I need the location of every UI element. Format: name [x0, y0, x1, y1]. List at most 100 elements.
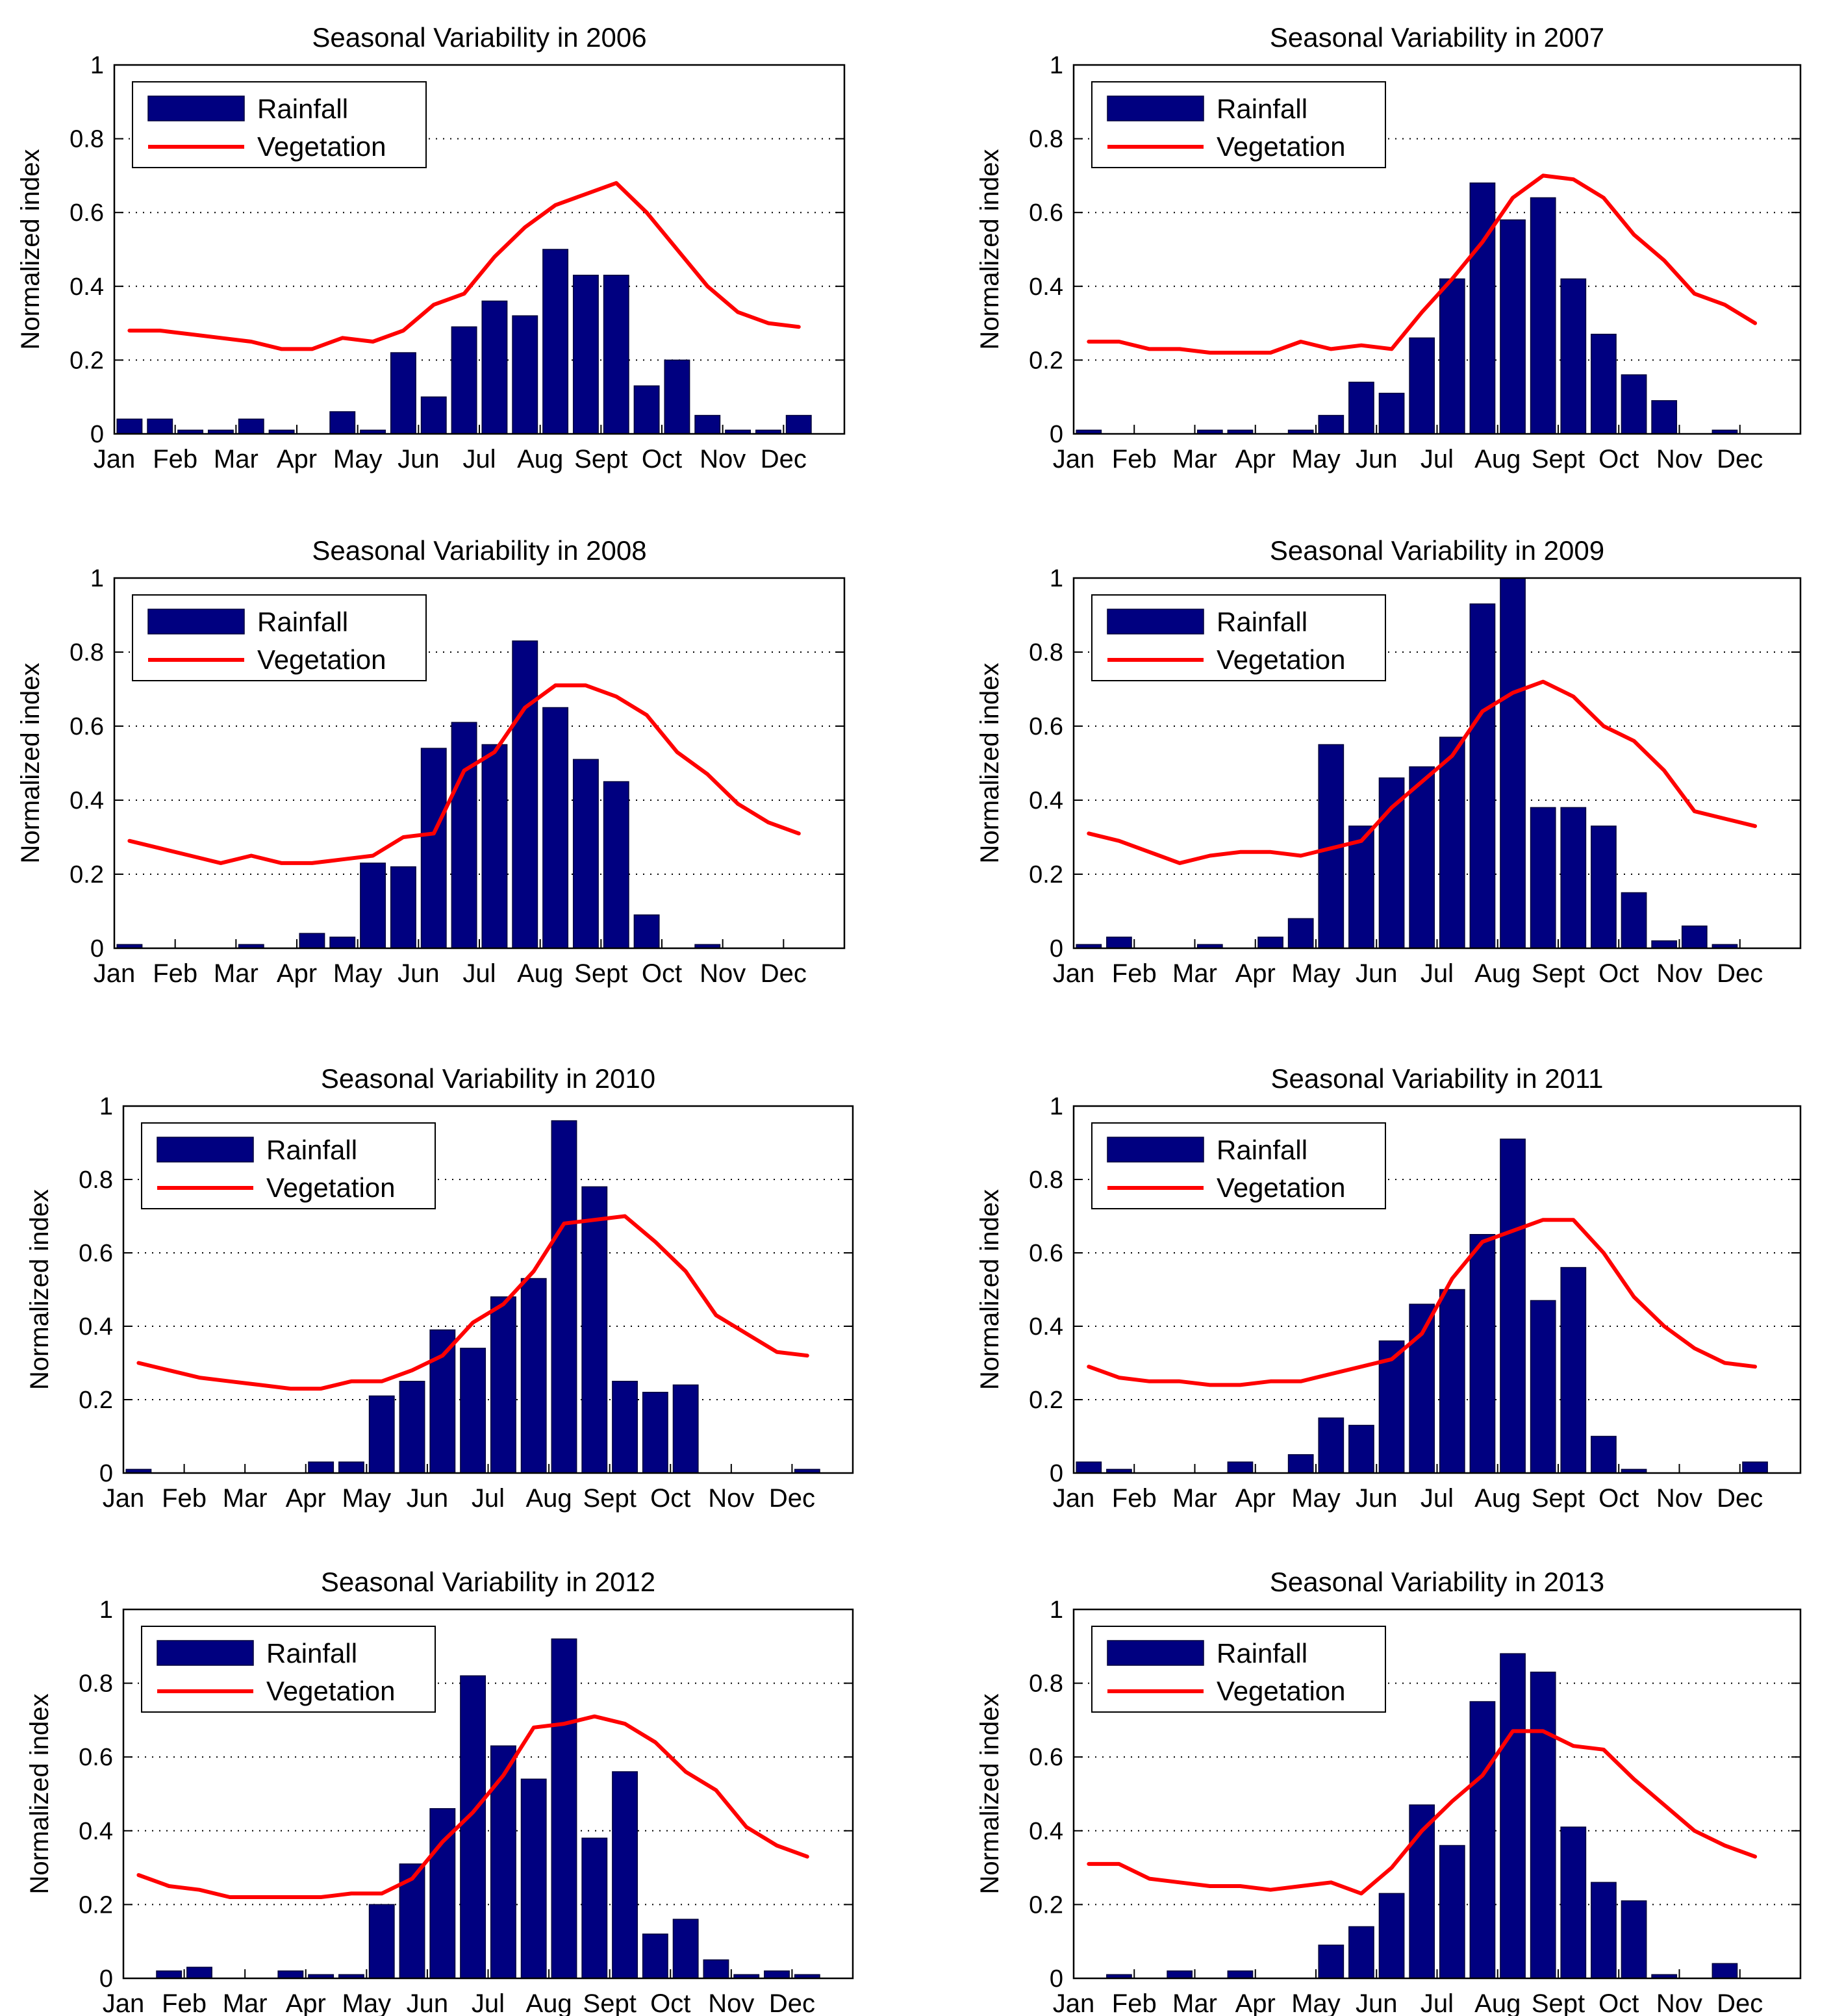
rainfall-bar — [460, 1675, 486, 1979]
x-tick-label: Apr — [286, 1989, 326, 2016]
x-tick-label: Jan — [94, 959, 136, 988]
x-tick-label: Oct — [642, 959, 682, 988]
y-tick-label: 0.2 — [69, 861, 104, 888]
legend-rainfall-swatch — [1107, 1640, 1204, 1666]
rainfall-bar — [490, 1296, 516, 1474]
y-tick-label: 0.2 — [1029, 347, 1063, 374]
rainfall-bar — [1560, 278, 1587, 435]
x-tick-label: Jun — [1356, 445, 1398, 473]
x-tick-label: Jul — [462, 959, 496, 988]
x-tick-label: Apr — [1235, 445, 1276, 473]
x-tick-label: Dec — [769, 1989, 815, 2016]
rainfall-bar — [1167, 1970, 1193, 1979]
rainfall-bar — [1257, 937, 1283, 949]
x-tick-label: Feb — [1112, 1989, 1157, 2016]
y-axis-label: Normalized index — [976, 662, 1004, 863]
rainfall-bar — [451, 326, 477, 435]
y-tick-label: 0.8 — [1029, 1166, 1063, 1194]
y-tick-label: 0.4 — [69, 273, 104, 301]
x-tick-label: May — [333, 445, 383, 473]
x-tick-label: Jul — [462, 445, 496, 473]
x-tick-label: Dec — [761, 445, 807, 473]
rainfall-bar — [551, 1638, 577, 1979]
x-tick-label: May — [333, 959, 383, 988]
rainfall-bar — [612, 1381, 638, 1474]
rainfall-bar — [1378, 777, 1405, 949]
legend-vegetation-label: Vegetation — [1217, 1676, 1346, 1706]
legend-rainfall-swatch — [1107, 1137, 1204, 1163]
x-tick-label: Jun — [407, 1989, 449, 2016]
rainfall-bar — [1681, 926, 1708, 949]
y-tick-label: 0.8 — [1029, 1670, 1063, 1698]
chart-title: Seasonal Variability in 2011 — [1270, 1063, 1603, 1094]
x-tick-label: Jul — [472, 1989, 505, 2016]
rainfall-bar — [1530, 807, 1556, 949]
rainfall-bar — [1227, 1461, 1254, 1474]
rainfall-bar — [1560, 807, 1587, 949]
x-tick-label: Sept — [583, 1989, 637, 2016]
x-tick-label: Jan — [1053, 1989, 1095, 2016]
legend-vegetation-label: Vegetation — [1217, 1172, 1346, 1203]
x-tick-label: Nov — [1656, 959, 1702, 988]
x-tick-label: Jan — [94, 445, 136, 473]
x-tick-label: Mar — [214, 445, 259, 473]
x-tick-label: Nov — [708, 1989, 754, 2016]
x-tick-label: Mar — [1172, 959, 1217, 988]
rainfall-bar — [1591, 825, 1617, 949]
rainfall-bar — [390, 352, 416, 435]
y-tick-label: 0.6 — [1029, 1744, 1063, 1771]
x-tick-label: May — [1291, 1989, 1341, 2016]
x-tick-label: Apr — [277, 959, 317, 988]
legend-rainfall-label: Rainfall — [1217, 607, 1307, 637]
x-tick-label: Feb — [153, 445, 197, 473]
rainfall-bar — [299, 933, 325, 949]
rainfall-bar — [1076, 1461, 1102, 1474]
y-tick-label: 0.4 — [1029, 1818, 1063, 1845]
x-tick-label: Feb — [1112, 1484, 1157, 1513]
rainfall-bar — [368, 1904, 395, 1979]
x-tick-label: May — [342, 1484, 392, 1513]
legend-rainfall-label: Rainfall — [266, 1135, 357, 1165]
legend-rainfall-swatch — [147, 95, 245, 121]
x-tick-label: Jan — [1053, 445, 1095, 473]
y-tick-label: 1 — [90, 52, 104, 79]
legend-vegetation-label: Vegetation — [266, 1676, 396, 1706]
x-tick-label: Dec — [769, 1484, 815, 1513]
chart-title: Seasonal Variability in 2009 — [1270, 535, 1604, 566]
legend-vegetation-label: Vegetation — [266, 1172, 396, 1203]
y-tick-label: 0.4 — [69, 787, 104, 814]
x-tick-label: Sept — [574, 959, 627, 988]
x-tick-label: Aug — [1474, 1484, 1521, 1513]
rainfall-bar — [156, 1970, 183, 1979]
x-tick-label: Aug — [1474, 959, 1521, 988]
x-tick-label: Jun — [398, 445, 440, 473]
y-tick-label: 0 — [99, 1460, 113, 1487]
x-tick-label: Jan — [1053, 959, 1095, 988]
y-tick-label: 0.6 — [1029, 713, 1063, 740]
rainfall-bar — [1439, 737, 1465, 949]
rainfall-bar — [329, 411, 356, 435]
rainfall-bar — [672, 1384, 699, 1474]
x-tick-label: Jan — [103, 1989, 145, 2016]
chart-title: Seasonal Variability in 2013 — [1270, 1567, 1604, 1597]
legend-rainfall-swatch — [157, 1137, 254, 1163]
x-tick-label: Nov — [708, 1484, 754, 1513]
y-tick-label: 0.2 — [1029, 1387, 1063, 1414]
y-tick-label: 1 — [1050, 1093, 1063, 1120]
legend-rainfall-label: Rainfall — [266, 1638, 357, 1669]
rainfall-bar — [1439, 1845, 1465, 1979]
y-axis-label: Normalized index — [976, 149, 1004, 349]
chart-panel-1: 0 0.2 0.4 0.6 0.8 1 Jan Feb Mar Apr May Jun Jul Aug Se… — [976, 22, 1802, 473]
rainfall-bar — [420, 396, 447, 435]
rainfall-bar — [1348, 825, 1374, 949]
x-tick-label: Aug — [1474, 445, 1521, 473]
rainfall-bar — [520, 1778, 547, 1979]
x-tick-label: Oct — [1598, 959, 1639, 988]
x-tick-label: Sept — [1532, 959, 1585, 988]
y-axis-label: Normalized index — [25, 1189, 54, 1390]
rainfall-bar — [399, 1381, 425, 1474]
rainfall-bar — [1469, 603, 1496, 949]
x-tick-label: Apr — [1235, 1484, 1276, 1513]
y-tick-label: 0 — [90, 421, 104, 448]
y-tick-label: 0.8 — [1029, 126, 1063, 153]
